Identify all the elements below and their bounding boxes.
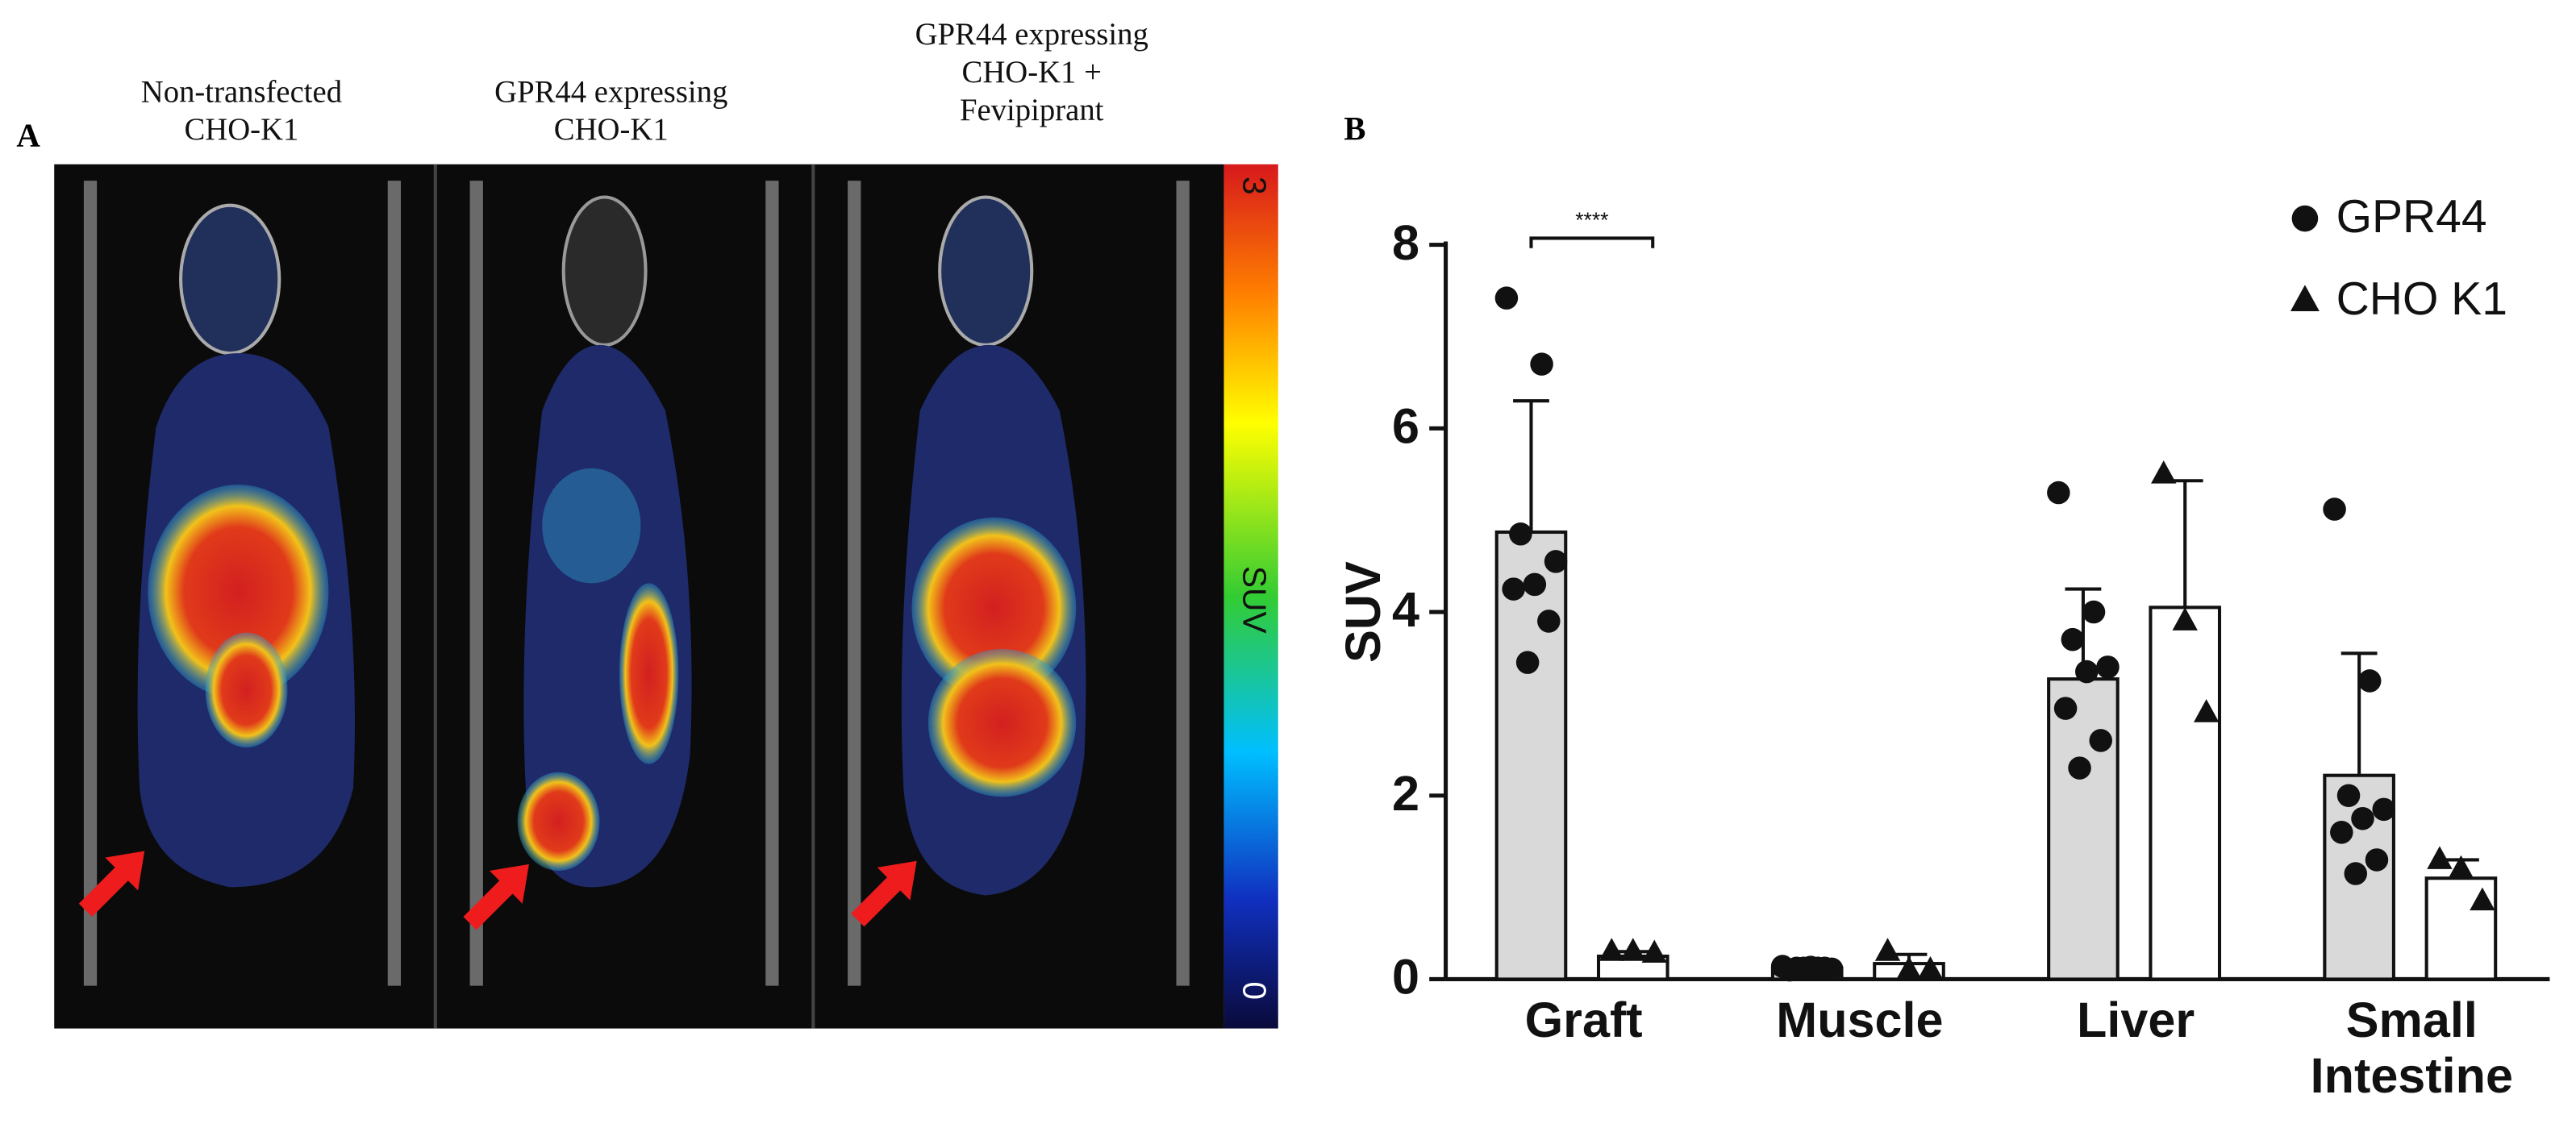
image-title: GPR44 expressing CHO-K1 + Fevipiprant	[915, 18, 1148, 128]
data-point	[2053, 697, 2078, 720]
x-tick-label: Liver	[2077, 993, 2195, 1049]
bar	[2149, 606, 2222, 981]
data-point	[1599, 938, 1624, 961]
data-point	[2089, 729, 2112, 752]
legend-label: CHO K1	[2336, 273, 2507, 325]
data-point	[1792, 956, 1815, 980]
y-tick-label: 4	[1392, 582, 1419, 637]
y-tick-label: 0	[1392, 950, 1419, 1005]
data-point	[1523, 572, 1547, 597]
data-point	[1530, 352, 1553, 376]
y-axis-label: SUV	[1336, 561, 1390, 663]
data-point	[2075, 660, 2099, 684]
data-point	[1896, 955, 1922, 980]
x-tick-label: Small Intestine	[2310, 993, 2513, 1105]
data-point	[1502, 577, 1525, 601]
data-point	[1813, 956, 1836, 980]
y-tick-label: 8	[1392, 215, 1419, 270]
legend-marker	[2290, 285, 2320, 311]
x-tick-label: Graft	[1524, 993, 1643, 1049]
data-point	[2357, 669, 2382, 693]
image-title: GPR44 expressing CHO-K1	[494, 75, 728, 148]
data-point	[1620, 938, 1646, 961]
data-point	[2336, 784, 2361, 808]
data-point	[2082, 600, 2106, 624]
y-tick-label: 2	[1392, 766, 1419, 821]
data-point	[2061, 627, 2085, 651]
data-point	[1509, 522, 1532, 546]
data-point	[2448, 855, 2474, 879]
data-point	[2047, 481, 2070, 505]
data-point	[2323, 497, 2346, 521]
data-point	[1537, 610, 1561, 633]
data-point	[2427, 846, 2453, 869]
x-tick-label: Muscle	[1776, 993, 1944, 1049]
data-point	[1544, 550, 1568, 573]
data-point	[2172, 607, 2198, 631]
significance-label: ****	[1575, 208, 1608, 232]
data-point	[2194, 699, 2220, 722]
data-point	[1515, 651, 1540, 674]
data-point	[1641, 939, 1667, 963]
legend-label: GPR44	[2336, 191, 2487, 243]
data-point	[2096, 655, 2120, 679]
colorbar-label: 0	[1236, 981, 1273, 1000]
significance-bracket	[1529, 236, 1655, 248]
data-point	[2330, 821, 2353, 844]
data-point	[2351, 806, 2374, 830]
legend-marker	[2291, 205, 2319, 232]
bar	[1494, 530, 1568, 981]
data-point	[1494, 286, 1519, 310]
panel-label: A	[16, 118, 40, 155]
data-point	[1874, 938, 1901, 961]
panel-label: B	[1344, 111, 1366, 148]
data-point	[2372, 797, 2395, 822]
data-point	[2470, 887, 2495, 911]
data-point	[2365, 848, 2389, 872]
colorbar-label: 3	[1236, 177, 1273, 195]
data-point	[2151, 460, 2177, 484]
colorbar-label: SUV	[1236, 566, 1273, 634]
data-point	[1917, 955, 1944, 980]
data-point	[2068, 756, 2091, 780]
bar	[2047, 677, 2120, 981]
pet-images	[54, 164, 1278, 1029]
image-title: Non-transfected CHO-K1	[140, 75, 343, 148]
y-tick-label: 6	[1392, 399, 1419, 454]
data-point	[2344, 862, 2368, 885]
